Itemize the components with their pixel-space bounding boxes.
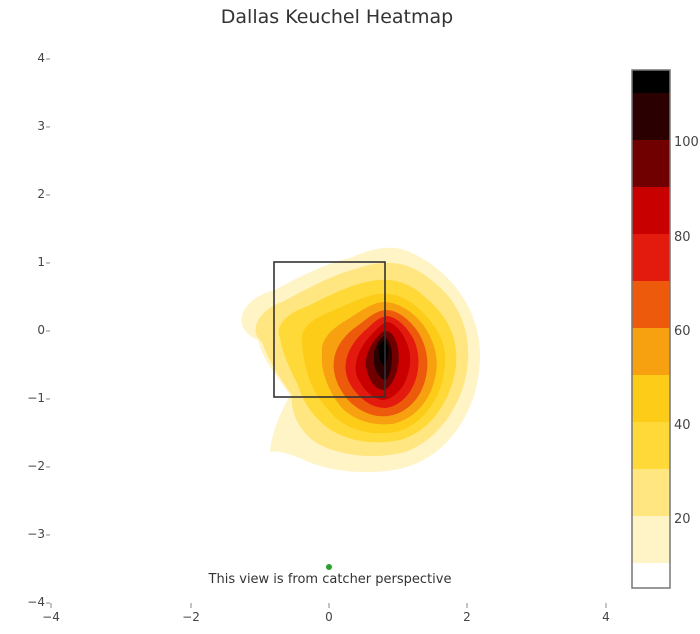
strike-zone-box <box>273 261 386 398</box>
x-tick-label: −4 <box>42 610 60 624</box>
colorbar-label: 100 <box>674 135 699 150</box>
colorbar-label: 20 <box>674 512 691 527</box>
y-tick-label: 0 <box>37 323 45 337</box>
y-tick-label: 4 <box>37 51 45 65</box>
x-tick-label: 0 <box>325 610 333 624</box>
x-tick-label: 4 <box>602 610 610 624</box>
y-tick-label: −1 <box>27 391 45 405</box>
density-contours <box>241 247 481 473</box>
x-tick-label: −2 <box>182 610 200 624</box>
chart-title: Dallas Keuchel Heatmap <box>220 6 454 28</box>
marker-dot <box>326 564 332 570</box>
y-tick-label: −3 <box>27 527 45 541</box>
y-tick-label: 3 <box>37 119 45 133</box>
colorbar-label: 60 <box>674 324 691 339</box>
y-tick-label: 2 <box>37 187 45 201</box>
perspective-note: This view is from catcher perspective <box>208 572 452 587</box>
y-tick-label: −2 <box>27 459 45 473</box>
axis-ticks <box>46 58 607 608</box>
y-tick-label: 1 <box>37 255 45 269</box>
colorbar-label: 40 <box>674 418 691 433</box>
colorbar-label: 80 <box>674 230 691 245</box>
x-tick-label: 2 <box>463 610 471 624</box>
colorbar <box>631 69 671 589</box>
y-tick-label: −4 <box>27 595 45 609</box>
